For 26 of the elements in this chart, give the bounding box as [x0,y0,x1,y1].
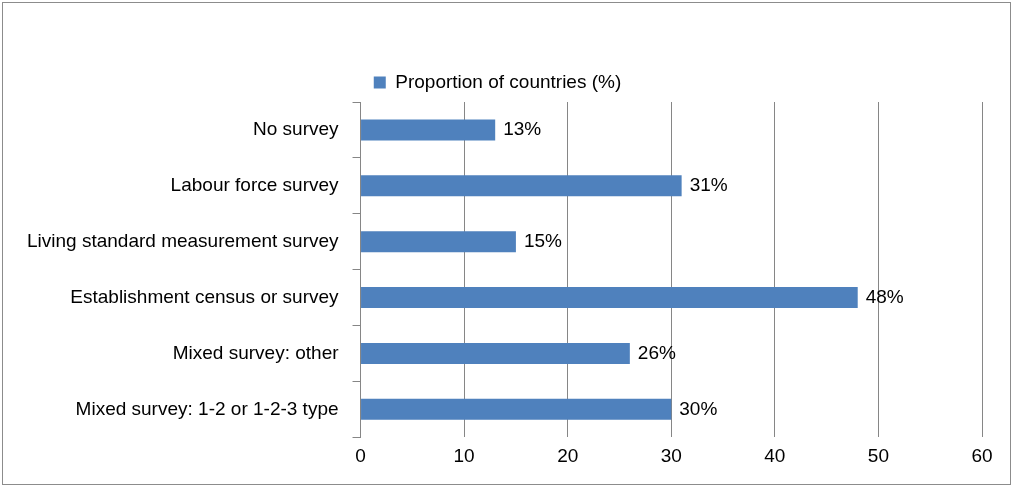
x-tick-label: 20 [557,444,579,466]
data-label: 26% [637,341,676,363]
bar [361,398,672,420]
x-tick-label: 60 [971,444,993,466]
y-tick-label: Mixed survey: 1-2 or 1-2-3 type [75,397,339,419]
x-tick-label: 30 [660,444,682,466]
bar [361,119,496,141]
x-tick-label: 10 [453,444,475,466]
bar [361,342,630,364]
x-tick-label: 50 [867,444,889,466]
x-tick-label: 40 [764,444,786,466]
data-label: 15% [523,229,563,251]
data-label: 13% [503,118,542,140]
y-tick-label: Mixed survey: other [172,341,340,363]
y-tick-label: Living standard measurement survey [27,229,340,251]
bar [361,231,516,253]
data-label: 30% [679,397,718,419]
x-tick-label: 0 [355,444,366,466]
y-tick-label: Establishment census or survey [70,285,340,307]
y-tick-label: No survey [253,118,340,140]
y-tick-label: Labour force survey [170,174,340,196]
data-label: 31% [689,174,728,196]
bar [361,287,858,309]
legend-label: Proportion of countries (%) [395,70,622,92]
data-label: 48% [865,285,904,307]
bar [361,175,682,197]
